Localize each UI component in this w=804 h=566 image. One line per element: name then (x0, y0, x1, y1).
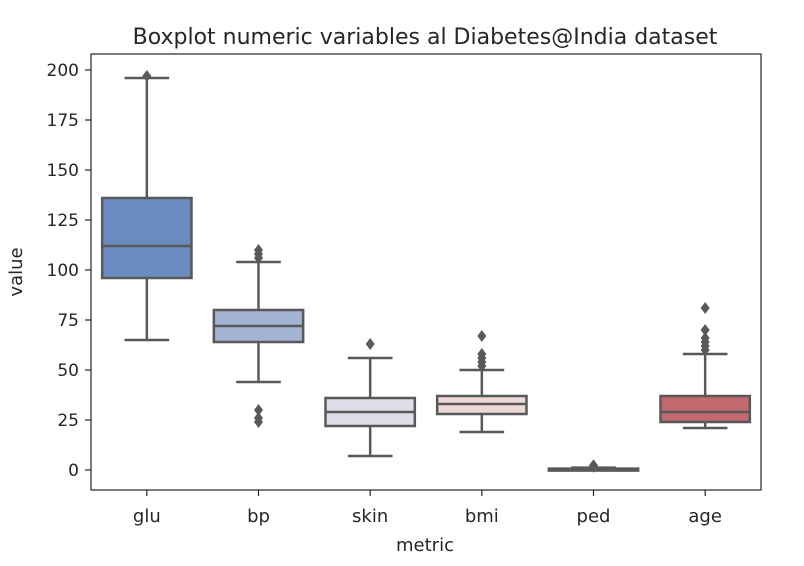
x-axis-label: metric (396, 535, 454, 556)
outlier-skin-0 (365, 338, 375, 350)
outlier-age-5 (700, 302, 710, 314)
outlier-age-3 (700, 332, 710, 344)
outlier-bp-2 (254, 404, 263, 416)
y-tick-label-125: 125 (47, 211, 79, 231)
plot-area: 0 25 50 75 100 125 150 175 200 glu bp skin bmi ped age (47, 53, 762, 527)
y-axis-label: value (6, 247, 27, 296)
chart-title: Boxplot numeric variables al Diabetes@In… (133, 25, 718, 50)
box-glu (100, 196, 193, 280)
x-tick-label-bp: bp (247, 506, 270, 527)
outlier-bp-5 (254, 244, 263, 256)
x-tick-label-age: age (688, 506, 722, 527)
outlier-ped-2 (589, 459, 598, 472)
outlier-bmi-4 (477, 330, 487, 342)
y-tick-label-200: 200 (47, 61, 79, 81)
x-tick-label-bmi: bmi (465, 506, 499, 527)
y-tick-label-50: 50 (57, 361, 79, 381)
x-tick-label-ped: ped (577, 506, 611, 527)
y-tick-label-175: 175 (47, 111, 79, 131)
box-age (659, 394, 752, 424)
y-tick-label-0: 0 (68, 461, 79, 481)
y-tick-label-150: 150 (47, 161, 79, 181)
outlier-age-4 (700, 324, 710, 336)
y-tick-label-75: 75 (57, 311, 79, 331)
y-tick-label-100: 100 (47, 261, 79, 281)
plot-frame (90, 53, 762, 491)
outlier-glu-0 (142, 70, 152, 82)
x-tick-label-glu: glu (133, 506, 161, 527)
x-tick-label-skin: skin (352, 506, 388, 527)
outlier-bmi-3 (477, 348, 487, 360)
y-tick-label-25: 25 (57, 411, 79, 431)
outlier-bp-1 (254, 412, 263, 424)
